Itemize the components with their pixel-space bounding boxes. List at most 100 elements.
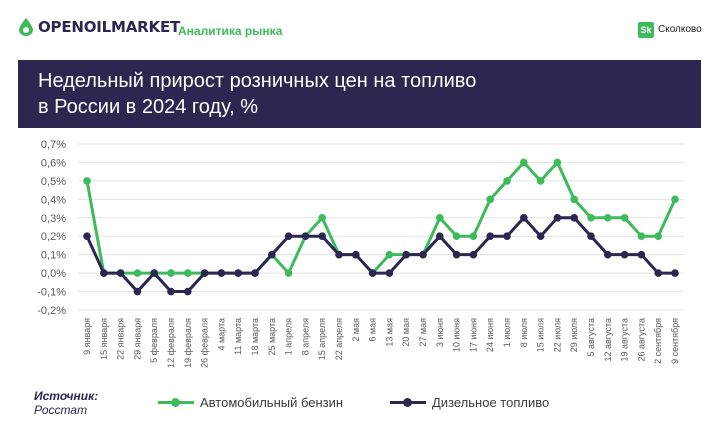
data-point-diesel [217, 269, 226, 277]
legend-diesel: Дизельное топливо [390, 395, 549, 410]
data-point-diesel [553, 213, 562, 222]
y-tick-label: 0,2% [41, 231, 66, 243]
x-tick-label: 17 июня [468, 318, 478, 352]
data-point-diesel [83, 232, 91, 241]
data-point-gasoline [604, 213, 612, 222]
x-tick-label: 15 апреля [317, 318, 327, 360]
line-chart: 0,7% 0,6% 0,5% 0,4% 0,3% 0,2% 0,1% 0,0% -0,1% -0,… [37, 139, 684, 368]
data-point-diesel [637, 250, 646, 259]
x-tick-label: 22 апреля [334, 318, 344, 360]
logo-text: OPENOILMARKET [38, 18, 181, 36]
x-tick-label: 25 марта [267, 318, 277, 356]
data-point-diesel [620, 250, 629, 259]
x-tick-label: 5 августа [586, 318, 596, 357]
data-point-gasoline [452, 232, 461, 241]
legend-gasoline-label: Автомобильный бензин [200, 395, 344, 410]
y-tick-label: -0,2% [37, 305, 66, 317]
x-tick-label: 12 августа [603, 318, 613, 362]
data-point-diesel [150, 269, 158, 277]
data-point-diesel [654, 269, 662, 277]
x-tick-label: 6 мая [368, 318, 378, 342]
x-tick-label: 4 марта [216, 318, 226, 351]
legend-gasoline-marker [158, 398, 194, 407]
x-tick-label: 26 августа [636, 318, 646, 362]
data-point-gasoline [133, 269, 142, 277]
data-point-diesel [503, 232, 511, 241]
data-point-diesel [284, 232, 293, 241]
y-tick-label: 0,1% [41, 250, 66, 262]
x-tick-label: 8 апреля [300, 318, 310, 355]
x-tick-label: 12 февраля [166, 318, 176, 368]
y-tick-label: 0,5% [41, 176, 66, 188]
data-point-gasoline [536, 177, 545, 185]
x-tick-label: 1 июля [502, 318, 512, 347]
data-point-diesel [469, 250, 478, 259]
x-tick-label: 5 февраля [149, 318, 159, 363]
data-point-diesel [486, 232, 495, 241]
skolkovo-icon: Sk [638, 22, 654, 38]
data-point-diesel [419, 250, 427, 259]
data-point-diesel [452, 250, 461, 259]
data-point-diesel [352, 250, 360, 259]
data-point-diesel [402, 250, 411, 259]
data-point-diesel [234, 269, 242, 277]
x-tick-label: 9 сентября [670, 318, 680, 364]
chart-title-line-2: в России в 2024 году, % [38, 96, 258, 118]
x-tick-label: 19 февраля [183, 318, 193, 368]
data-point-gasoline [184, 269, 192, 277]
x-tick-label: 22 июля [552, 318, 562, 352]
chart-title: Недельный прирост розничных цен на топли… [38, 68, 678, 120]
x-tick-label: 18 марта [250, 318, 260, 356]
data-point-gasoline [436, 213, 444, 222]
data-point-gasoline [83, 177, 91, 185]
data-point-diesel [268, 250, 276, 259]
x-tick-label: 2 мая [351, 318, 361, 342]
data-point-diesel [133, 287, 142, 296]
x-tick-label: 2 сентября [653, 318, 663, 364]
data-point-diesel [318, 232, 327, 241]
logo[interactable]: OPENOILMARKET [18, 18, 180, 36]
data-point-diesel [436, 232, 444, 241]
data-point-diesel [184, 287, 192, 296]
data-point-diesel [570, 213, 578, 222]
x-tick-label: 11 марта [233, 318, 243, 355]
data-point-diesel [587, 232, 595, 241]
tagline: Аналитика рынка [178, 24, 283, 38]
data-point-gasoline [654, 232, 662, 241]
x-tick-label: 22 января [116, 318, 126, 360]
data-point-diesel [671, 269, 679, 277]
title-bar: Недельный прирост розничных цен на топли… [18, 60, 701, 128]
y-tick-label: 0,7% [41, 139, 66, 151]
data-point-gasoline [486, 195, 495, 204]
y-tick-label: 0,6% [41, 157, 66, 169]
data-point-diesel [536, 232, 545, 241]
header: OPENOILMARKET Аналитика рынка Sk Сколков… [0, 0, 720, 58]
source-label: Источник: [34, 389, 99, 403]
data-point-diesel [116, 269, 125, 277]
x-tick-label: 13 мая [384, 318, 394, 347]
x-tick-label: 29 июля [569, 318, 579, 352]
y-tick-label: -0,1% [37, 287, 66, 299]
data-point-gasoline [167, 269, 175, 277]
data-point-gasoline [503, 177, 511, 185]
data-point-diesel [335, 250, 343, 259]
y-tick-label: 0,4% [41, 194, 66, 206]
data-point-gasoline [570, 195, 578, 204]
x-tick-label: 24 июня [485, 318, 495, 352]
data-point-diesel [385, 269, 394, 277]
source-value: Росстат [34, 403, 88, 417]
x-tick-label: 10 июня [452, 318, 462, 352]
data-point-gasoline [620, 213, 629, 222]
legend-gasoline: Автомобильный бензин [158, 395, 343, 410]
data-point-diesel [301, 232, 310, 241]
data-point-gasoline [520, 158, 528, 167]
x-tick-label: 15 июля [536, 318, 546, 352]
data-point-diesel [520, 213, 528, 222]
x-tick-label: 8 июля [519, 318, 529, 347]
legend-diesel-marker [390, 398, 426, 407]
data-point-gasoline [385, 250, 394, 259]
y-tick-label: 0,0% [41, 268, 66, 280]
data-point-gasoline [587, 213, 595, 222]
x-tick-label: 27 мая [418, 318, 428, 347]
x-tick-label: 1 апреля [284, 318, 294, 355]
